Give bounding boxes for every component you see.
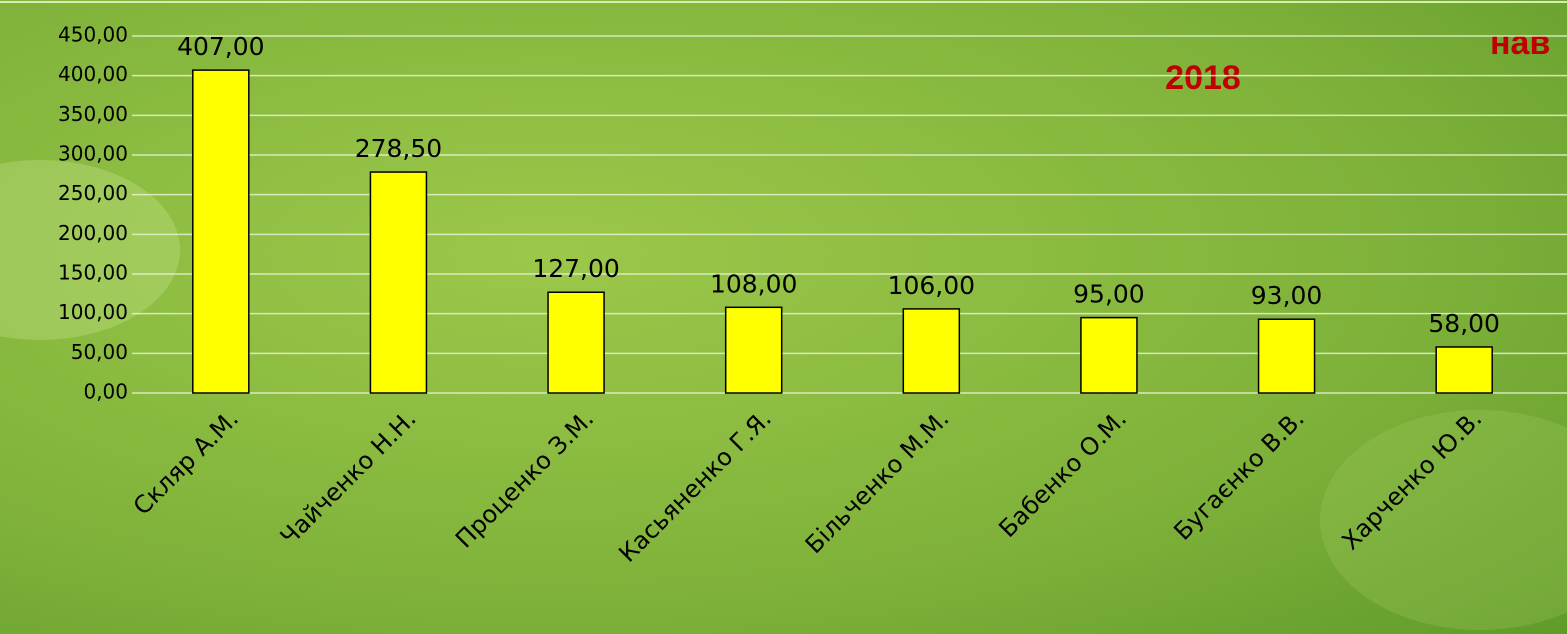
decoration bbox=[1320, 410, 1567, 630]
y-tick-label: 150,00 bbox=[58, 261, 128, 285]
y-tick-label: 50,00 bbox=[71, 340, 128, 364]
y-tick-label: 250,00 bbox=[58, 181, 128, 205]
bar bbox=[192, 69, 250, 394]
y-tick-label: 100,00 bbox=[58, 300, 128, 324]
value-label: 278,50 bbox=[355, 134, 442, 163]
decoration bbox=[0, 160, 180, 340]
bar bbox=[1435, 346, 1493, 394]
bar bbox=[547, 291, 605, 394]
value-label: 93,00 bbox=[1251, 281, 1323, 310]
value-label: 407,00 bbox=[177, 32, 264, 61]
y-tick-label: 300,00 bbox=[58, 142, 128, 166]
bar bbox=[369, 171, 428, 394]
bar bbox=[1080, 316, 1138, 394]
bar bbox=[724, 306, 783, 394]
y-tick-label: 450,00 bbox=[58, 23, 128, 47]
value-label: 127,00 bbox=[532, 254, 619, 283]
value-label: 106,00 bbox=[888, 271, 975, 300]
bar bbox=[1257, 318, 1316, 394]
y-tick-label: 0,00 bbox=[83, 380, 128, 404]
chart-title: нав bbox=[1490, 24, 1550, 62]
value-label: 108,00 bbox=[710, 269, 797, 298]
y-tick-label: 200,00 bbox=[58, 221, 128, 245]
chart-subtitle: 2018 bbox=[1165, 59, 1241, 97]
y-tick-label: 350,00 bbox=[58, 102, 128, 126]
bar bbox=[902, 308, 961, 394]
y-tick-label: 400,00 bbox=[58, 62, 128, 86]
value-label: 58,00 bbox=[1428, 309, 1500, 338]
value-label: 95,00 bbox=[1073, 280, 1145, 309]
